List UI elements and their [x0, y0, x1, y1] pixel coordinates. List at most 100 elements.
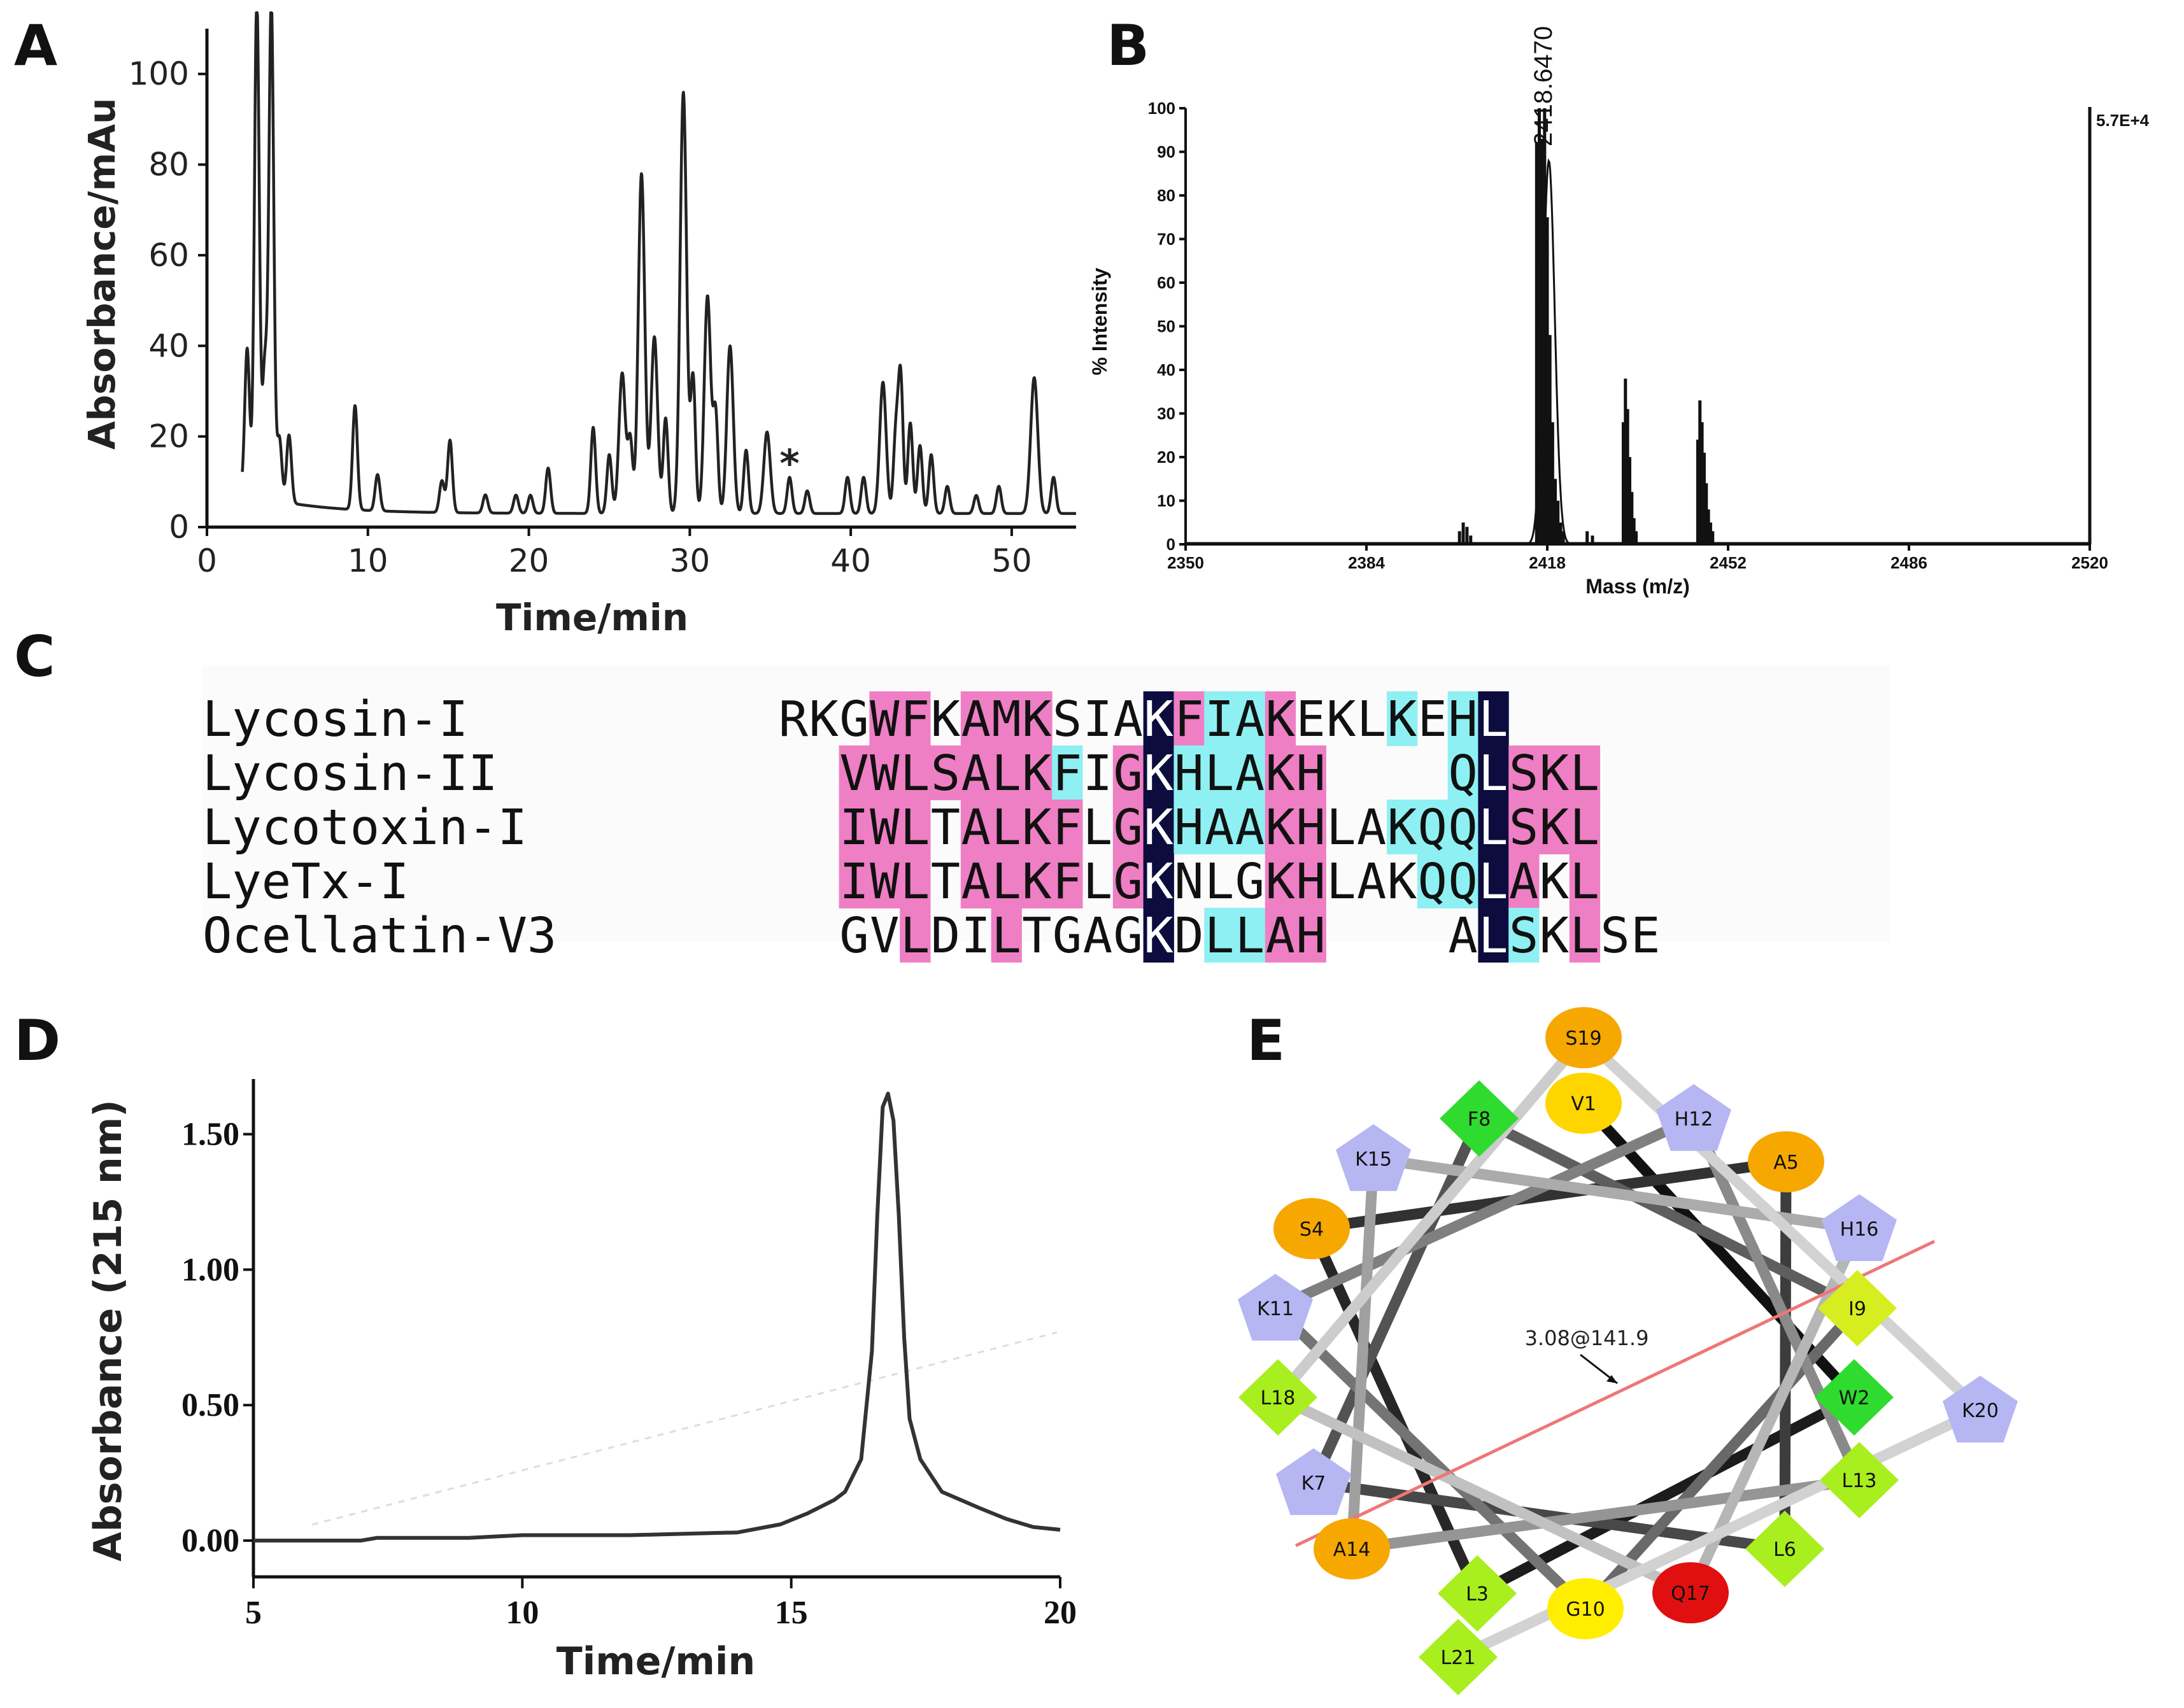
- sequence-alignment: Lycosin-I R K G W F K A M K S I A K F I A K E K L K E H LLycosin…: [202, 665, 1890, 964]
- residue-l3: [1438, 1555, 1517, 1632]
- helix-connector: [1346, 1474, 1865, 1555]
- alignment-highlight: [1447, 745, 1478, 800]
- residue-label: L6: [1773, 1539, 1796, 1561]
- residue-letter: E: [1296, 691, 1325, 748]
- residue-letter: Q: [1418, 854, 1447, 910]
- d-x-tick-label: 10: [506, 1595, 539, 1631]
- residue-letter: L: [1326, 854, 1356, 910]
- residue-letter: M: [991, 691, 1021, 748]
- a-y-label: Absorbance/mAu: [80, 98, 124, 450]
- residue-label: S19: [1565, 1027, 1601, 1050]
- residue-letter: N: [1174, 854, 1203, 910]
- e-arrow-head: [1606, 1375, 1617, 1383]
- alignment-highlight: [839, 854, 870, 908]
- residue-letter: L: [900, 745, 930, 802]
- residue-letter: L: [900, 908, 930, 964]
- residue-l18: [1238, 1359, 1317, 1436]
- residue-letter: S: [1509, 908, 1538, 964]
- residue-letter: L: [991, 800, 1021, 856]
- residue-letter: L: [1083, 800, 1112, 856]
- b-y-tick-label: 50: [1157, 317, 1175, 336]
- residue-letter: A: [1114, 691, 1143, 748]
- helix-connector: [1688, 1113, 1865, 1486]
- residue-letter: T: [1022, 908, 1051, 964]
- helical-wheel: 3.08@141.9 V1 W2 L3 S4 A5 L6 K7 F8 I9 G10 K11 H12 L1…: [1238, 1007, 2018, 1695]
- alignment-highlight: [1112, 854, 1144, 908]
- alignment-highlight: [1508, 908, 1540, 963]
- a-y-tick-label: 40: [148, 327, 189, 364]
- alignment-highlight: [839, 800, 870, 854]
- residue-l13: [1820, 1442, 1899, 1518]
- residue-g10: [1547, 1578, 1624, 1639]
- a-y-tick-label: 100: [129, 55, 189, 92]
- residue-i9: [1818, 1270, 1897, 1346]
- alignment-highlight: [1112, 745, 1144, 800]
- sequence-name: LyeTx-I: [202, 854, 409, 910]
- alignment-highlight: [1174, 745, 1205, 800]
- residue-label: K15: [1355, 1148, 1392, 1171]
- alignment-highlight: [991, 745, 1022, 800]
- residue-k15: [1336, 1124, 1411, 1191]
- residue-letter: K: [1022, 854, 1052, 910]
- a-x-tick-label: 50: [991, 542, 1032, 579]
- residue-q17: [1652, 1562, 1729, 1623]
- sequence-name: Lycosin-I: [202, 691, 468, 748]
- b-x-tick-label: 2452: [1710, 553, 1747, 572]
- d-faint-line: [311, 1331, 1058, 1526]
- residue-letter: L: [1083, 854, 1112, 910]
- alignment-highlight: [1295, 854, 1326, 908]
- alignment-highlight: [1478, 691, 1509, 746]
- residue-letter: K: [1266, 745, 1296, 802]
- residue-letter: F: [1053, 854, 1082, 910]
- b-peak-label: 2418.6470: [1529, 26, 1557, 146]
- residue-letter: K: [1022, 691, 1052, 748]
- b-max-intensity: 5.7E+4: [2096, 111, 2150, 130]
- residue-letter: L: [1478, 745, 1508, 802]
- residue-letter: W: [870, 745, 900, 802]
- d-y-label: Absorbance (215 nm): [86, 1099, 131, 1561]
- residue-letter: K: [1144, 800, 1174, 856]
- mass-spectrum-b: 2350 2384 2418 2452 2486 2520 0 10 20 30 40 50 60 70 8…: [1088, 26, 2150, 598]
- residue-letter: K: [1144, 908, 1174, 964]
- residue-letter: T: [931, 854, 960, 910]
- b-envelope: [1521, 158, 1585, 546]
- residue-letter: A: [1235, 800, 1265, 856]
- residue-letter: W: [870, 854, 900, 910]
- residue-k11: [1238, 1274, 1313, 1341]
- residue-a14: [1314, 1518, 1390, 1579]
- residue-letter: L: [991, 854, 1021, 910]
- d-y-tick-label: 0.00: [181, 1523, 239, 1559]
- residue-label: W2: [1839, 1387, 1870, 1409]
- alignment-highlight: [1265, 800, 1296, 854]
- a-x-tick-label: 0: [197, 542, 217, 579]
- panel-label-d: D: [14, 1008, 60, 1073]
- alignment-highlight: [1143, 854, 1174, 908]
- residue-letter: L: [1326, 800, 1356, 856]
- helix-connector: [1270, 1113, 1699, 1314]
- residue-w2: [1815, 1359, 1894, 1436]
- alignment-highlight: [1447, 854, 1478, 908]
- residue-letter: V: [870, 908, 899, 964]
- residue-label: G10: [1566, 1599, 1605, 1621]
- alignment-highlight: [991, 854, 1022, 908]
- residue-letter: L: [1205, 908, 1234, 964]
- alignment-highlight: [1204, 691, 1235, 746]
- b-x-label: Mass (m/z): [1585, 575, 1690, 598]
- alignment-highlight: [869, 745, 900, 800]
- residue-l6: [1745, 1511, 1824, 1587]
- b-y-tick-label: 70: [1157, 230, 1175, 249]
- residue-letter: K: [1022, 745, 1052, 802]
- residue-letter: K: [1540, 854, 1570, 910]
- alignment-highlight: [1478, 745, 1509, 800]
- panel-label-b: B: [1107, 13, 1149, 78]
- helix-connector: [1346, 1153, 1379, 1555]
- alignment-highlight: [991, 691, 1022, 746]
- alignment-highlight: [1235, 800, 1266, 854]
- residue-letter: L: [1205, 745, 1234, 802]
- residue-label: K7: [1301, 1472, 1326, 1495]
- alignment-highlight: [900, 800, 931, 854]
- chromatogram-a: 0 10 20 30 40 50 0 20 40 60 80 100 Time/min Absorba…: [80, 11, 1077, 639]
- a-x-tick-label: 20: [509, 542, 550, 579]
- residue-letter: F: [1053, 800, 1082, 856]
- residue-letter: A: [961, 800, 991, 856]
